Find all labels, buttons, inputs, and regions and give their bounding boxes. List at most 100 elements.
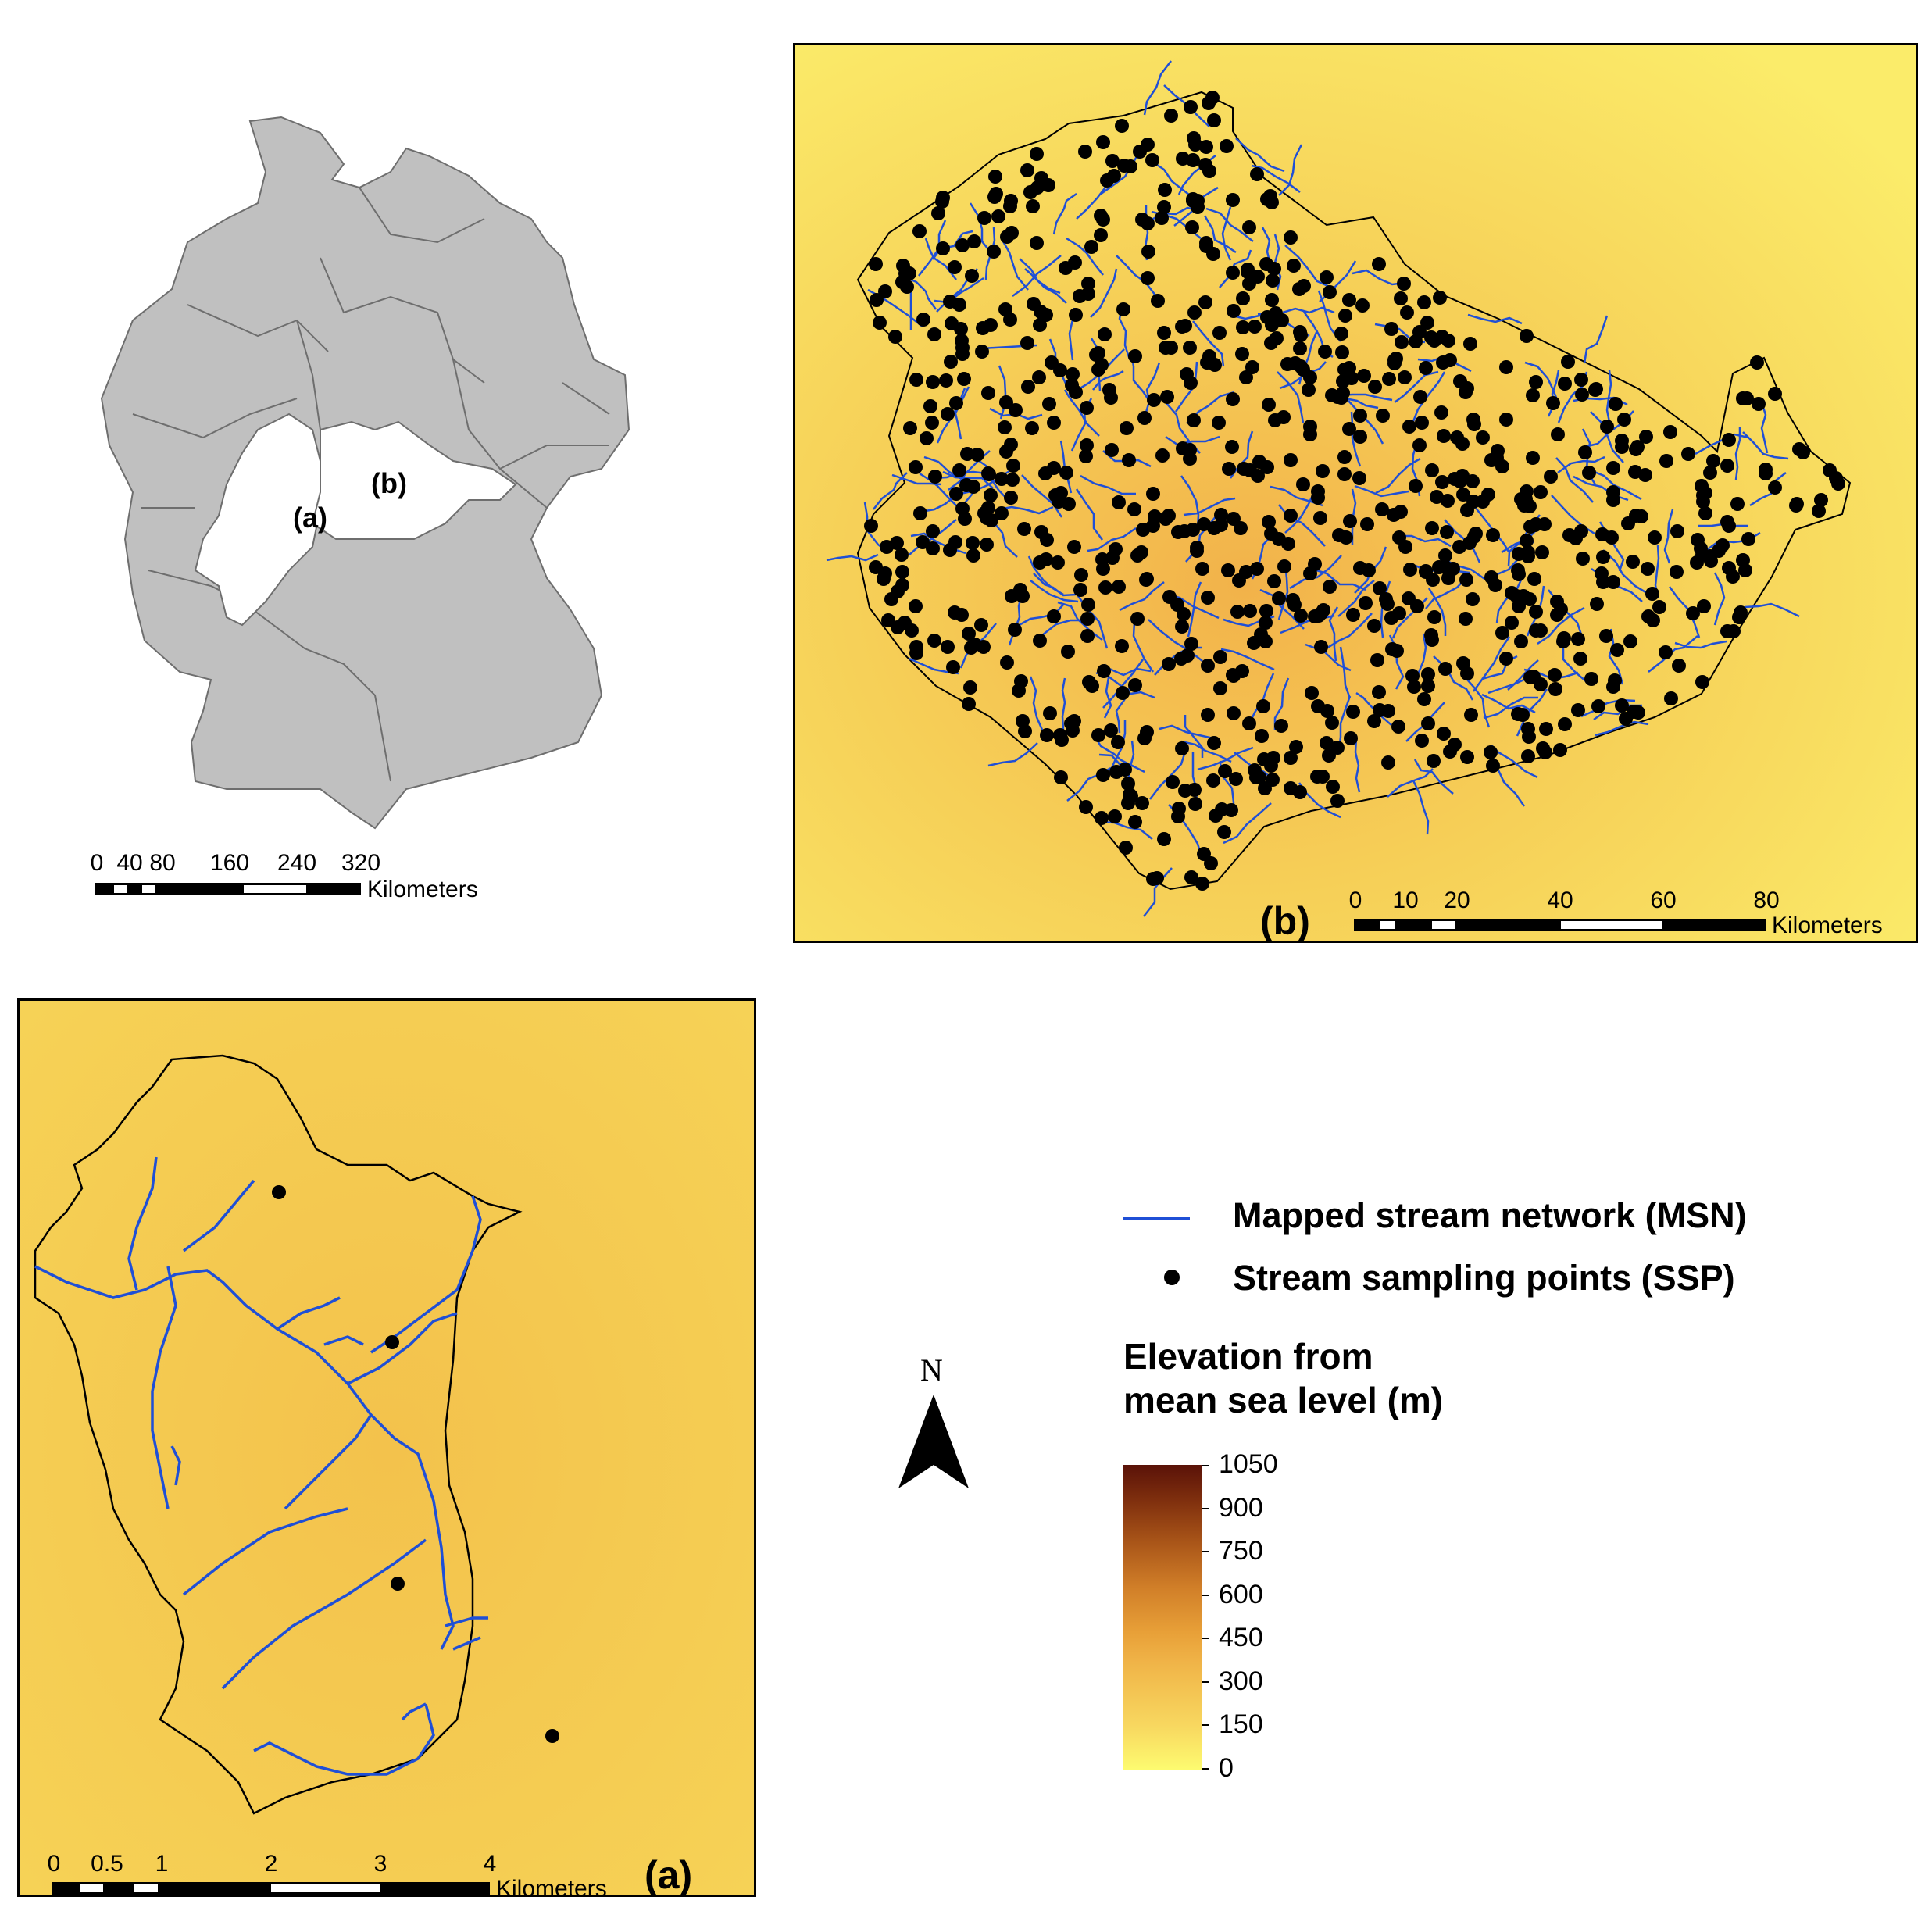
sampling-point: [1236, 320, 1250, 334]
sampling-point: [888, 330, 902, 344]
sampling-point: [1789, 498, 1803, 513]
stream-segment: [1021, 474, 1063, 518]
sampling-point: [1490, 451, 1504, 465]
sampling-point: [1663, 425, 1677, 439]
legend-point-label: Stream sampling points (SSP): [1233, 1258, 1735, 1298]
sampling-point: [1259, 616, 1273, 630]
sampling-point: [1415, 734, 1429, 748]
stream-segment: [1282, 306, 1335, 314]
sampling-point: [1047, 609, 1061, 623]
sampling-point: [1095, 552, 1109, 566]
germany-scalebar: 0 40 80 160 240 320 Kilometers: [91, 836, 642, 902]
sampling-point: [1514, 634, 1528, 648]
legend-elevation-title-1: Elevation from: [1123, 1336, 1373, 1377]
stream-segment: [1119, 581, 1165, 612]
sampling-point: [1172, 802, 1186, 816]
sampling-point: [1190, 544, 1204, 558]
sampling-point: [1558, 377, 1572, 391]
sampling-point: [1066, 723, 1080, 738]
sampling-point: [1066, 367, 1080, 381]
sampling-point: [1266, 751, 1280, 765]
sampling-point: [1430, 490, 1444, 504]
sampling-point: [1419, 361, 1433, 375]
stream-segment: [1412, 780, 1430, 835]
sampling-point: [1230, 605, 1245, 619]
stream-segment: [1063, 389, 1100, 437]
sampling-point: [1574, 373, 1588, 387]
sampling-point: [1258, 781, 1272, 795]
sampling-point: [1412, 438, 1427, 452]
sampling-point: [1459, 573, 1473, 587]
sampling-point: [1047, 461, 1061, 475]
sampling-point: [912, 224, 927, 238]
sampling-point: [1311, 699, 1325, 713]
germany-scale-tick-1: 40: [116, 850, 143, 876]
sampling-point: [1284, 509, 1298, 523]
stream-segment: [1273, 677, 1290, 730]
panel-a-scale-tick-4: 3: [373, 1851, 387, 1877]
sampling-point: [1059, 466, 1073, 480]
sampling-point: [1690, 555, 1704, 570]
sampling-point: [1308, 557, 1322, 571]
stream-segment: [1350, 411, 1362, 467]
sampling-point: [1184, 870, 1198, 884]
sampling-point: [1135, 213, 1149, 227]
sampling-point: [1398, 370, 1412, 384]
sampling-point: [1061, 645, 1075, 659]
panel-b-thuringia-map: (b) 0 10 20 40 60 80 Kilometers: [793, 43, 1918, 943]
sampling-point: [1065, 378, 1079, 392]
sampling-point: [1188, 797, 1202, 811]
sampling-point: [1571, 703, 1585, 717]
sampling-point: [1120, 421, 1134, 435]
sampling-point: [1529, 623, 1543, 638]
sampling-point: [1325, 716, 1339, 730]
state-borders: [132, 187, 610, 782]
sampling-point: [1553, 743, 1567, 757]
sampling-point: [970, 448, 984, 462]
sampling-point: [1097, 664, 1111, 678]
sampling-point: [1305, 686, 1319, 700]
panel-a-scale-tick-1: 0.5: [91, 1851, 123, 1877]
sampling-point: [1197, 517, 1211, 531]
sampling-point: [1239, 370, 1253, 384]
sampling-point: [1241, 265, 1255, 279]
sampling-point: [1081, 277, 1095, 291]
stream-segment: [1583, 315, 1609, 364]
sampling-point: [1759, 466, 1773, 480]
sampling-point: [944, 355, 958, 369]
sampling-point: [895, 565, 909, 579]
sampling-point: [1079, 800, 1093, 814]
sampling-point: [1381, 755, 1395, 770]
sampling-point: [1556, 634, 1570, 648]
sampling-point: [1812, 504, 1826, 518]
sampling-point: [1681, 447, 1695, 461]
sampling-point: [1578, 445, 1592, 459]
stream-segment: [1099, 153, 1140, 196]
stream-segment: [1075, 488, 1104, 541]
stream-segment: [1080, 474, 1136, 495]
sampling-point: [1463, 337, 1477, 351]
sampling-point: [909, 599, 923, 613]
sampling-point: [895, 548, 909, 562]
sampling-point: [881, 613, 895, 627]
sampling-point: [1227, 706, 1241, 720]
sampling-point: [1259, 257, 1273, 271]
stream-segment: [1462, 673, 1491, 728]
sampling-point: [1184, 637, 1198, 651]
sampling-point: [1157, 200, 1171, 214]
stream-segment: [1100, 820, 1153, 840]
panel-a-scale-tick-3: 2: [264, 1851, 278, 1877]
sampling-point: [1281, 537, 1295, 551]
sampling-point: [1476, 430, 1490, 445]
sampling-point: [1043, 706, 1057, 720]
sampling-point: [1353, 409, 1367, 423]
sampling-point: [1195, 877, 1209, 891]
sampling-point: [1201, 708, 1215, 722]
sampling-point: [1732, 610, 1746, 624]
sampling-point: [1511, 563, 1525, 577]
panel-a-scale-tick-2: 1: [155, 1851, 169, 1877]
sampling-point: [1198, 295, 1212, 309]
stream-segment: [826, 553, 879, 562]
sampling-point: [1275, 313, 1289, 327]
sampling-point: [1410, 599, 1424, 613]
